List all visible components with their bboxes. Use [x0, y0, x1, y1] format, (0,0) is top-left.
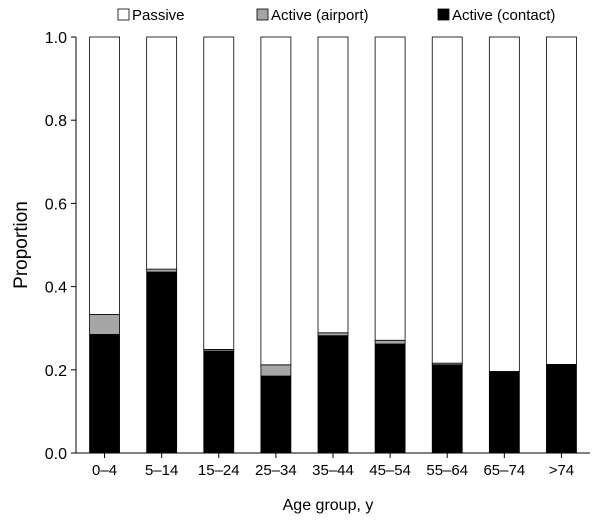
bar-passive-5-14 [146, 36, 178, 270]
bar-active-contact-55-64 [431, 364, 463, 454]
bar-group-74 [546, 36, 577, 454]
bar-passive-15-24 [203, 36, 235, 350]
bar-active-airport-0-4 [89, 314, 120, 335]
y-tick-label: 0.4 [45, 280, 67, 297]
legend-item-active-airport: Active (airport) [256, 7, 369, 24]
x-tick-label: 45–54 [369, 462, 411, 479]
y-axis: 0.0 0.2 0.4 0.6 0.8 1.0 [45, 30, 77, 463]
x-axis-label: Age group, y [283, 497, 374, 514]
x-tick-label: >74 [549, 462, 574, 479]
bar-active-contact-15-24 [203, 350, 235, 454]
y-tick-label: 0.8 [45, 113, 67, 130]
bar-active-airport-35-44 [317, 332, 349, 337]
bar-active-contact-65-74 [488, 371, 520, 454]
bar-active-airport-5-14 [146, 268, 178, 273]
x-tick-label: 25–34 [255, 462, 297, 479]
legend-item-passive: Passive [117, 7, 185, 24]
bar-passive-65-74 [488, 36, 520, 372]
bar-active-airport-45-54 [374, 339, 406, 345]
x-axis: 0–4 5–14 15–24 25–34 35–44 45–54 55–64 65–74 >74 [76, 452, 590, 479]
bar-passive-35-44 [317, 36, 349, 334]
legend-swatch [117, 8, 130, 21]
bar-passive-55-64 [431, 36, 463, 364]
bar-active-contact-25-34 [260, 375, 292, 454]
y-tick-label: 0.0 [45, 446, 67, 463]
bars [89, 36, 577, 454]
x-tick-label: 55–64 [426, 462, 468, 479]
bar-passive-0-4 [89, 36, 120, 315]
bar-group-25-34 [260, 36, 292, 454]
bar-active-contact-0-4 [89, 334, 120, 454]
bar-group-0-4 [89, 36, 120, 454]
bar-active-contact-5-14 [146, 271, 178, 454]
y-tick-label: 0.2 [45, 363, 67, 380]
bar-passive-45-54 [374, 36, 406, 341]
bar-group-45-54 [374, 36, 406, 454]
x-tick-label: 0–4 [92, 462, 117, 479]
y-tick-label: 0.6 [45, 196, 67, 213]
bar-group-35-44 [317, 36, 349, 454]
bar-group-65-74 [488, 36, 520, 454]
legend-item-active-contact: Active (contact) [437, 7, 555, 24]
x-tick-label: 15–24 [198, 462, 240, 479]
legend-swatch [256, 8, 269, 21]
y-axis-label: Proportion [11, 201, 32, 289]
y-tick-label: 1.0 [45, 30, 67, 47]
legend-label: Active (contact) [452, 7, 555, 24]
legend: Passive Active (airport) Active (contact) [117, 7, 555, 24]
legend-label: Active (airport) [271, 7, 369, 24]
x-tick-label: 65–74 [483, 462, 525, 479]
bar-group-15-24 [203, 36, 235, 454]
bar-passive-74 [546, 36, 577, 365]
bar-group-5-14 [146, 36, 178, 454]
legend-swatch [437, 8, 450, 21]
bar-active-contact-74 [546, 363, 577, 454]
bar-group-55-64 [431, 36, 463, 454]
legend-label: Passive [132, 7, 185, 24]
bar-active-airport-25-34 [260, 364, 292, 377]
bar-passive-25-34 [260, 36, 292, 366]
bar-active-contact-35-44 [317, 335, 349, 454]
bar-active-contact-45-54 [374, 343, 406, 454]
x-tick-label: 5–14 [145, 462, 178, 479]
x-tick-label: 35–44 [312, 462, 354, 479]
